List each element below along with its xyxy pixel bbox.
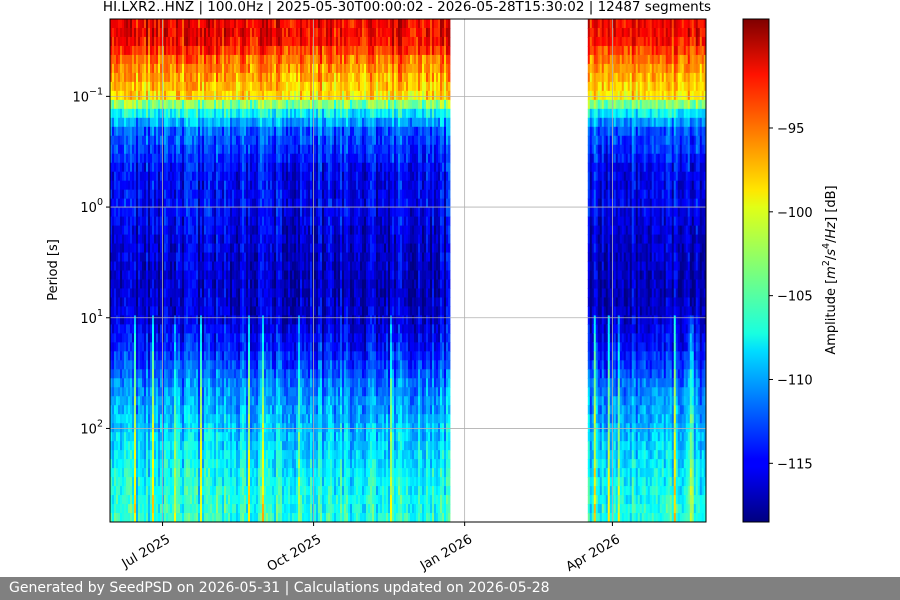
x-axis: Jul 2025 Oct 2025 Jan 2026 Apr 2026 xyxy=(119,522,623,575)
colorbar-tick-label: −105 xyxy=(777,290,813,305)
colorbar-frame xyxy=(742,18,770,523)
y-tick-label: 102 xyxy=(80,418,103,437)
colorbar-tick-label: −100 xyxy=(777,206,813,221)
chart-title: HI.LXR2..HNZ | 100.0Hz | 2025-05-30T00:0… xyxy=(103,0,711,15)
heatmap-segment-1 xyxy=(110,19,451,522)
x-tick-label: Jul 2025 xyxy=(119,532,173,572)
x-tick-label: Oct 2025 xyxy=(265,532,324,575)
colorbar-tick-label: −110 xyxy=(777,373,813,388)
heatmap-segment-2 xyxy=(587,19,706,522)
y-tick-label: 10−1 xyxy=(72,86,103,105)
colorbar-tick-label: −95 xyxy=(777,122,804,137)
y-tick-label: 101 xyxy=(80,308,103,327)
y-axis-label: Period [s] xyxy=(46,239,61,301)
grid xyxy=(110,19,706,522)
colorbar-tick-label: −115 xyxy=(777,457,813,472)
footer-bar: Generated by SeedPSD on 2026-05-31 | Cal… xyxy=(0,577,900,600)
y-axis: 10−1 100 101 102 xyxy=(72,86,110,437)
x-tick-label: Apr 2026 xyxy=(564,532,623,575)
colorbar-label: Amplitude [m2/s4/Hz] [dB] xyxy=(821,185,839,354)
x-tick-label: Jan 2026 xyxy=(417,532,475,574)
colorbar xyxy=(743,19,769,522)
y-tick-label: 100 xyxy=(80,197,103,216)
heatmap xyxy=(110,19,706,522)
colorbar-axis: −95 −100 −105 −110 −115 xyxy=(769,122,813,472)
plot-frame xyxy=(109,18,707,523)
